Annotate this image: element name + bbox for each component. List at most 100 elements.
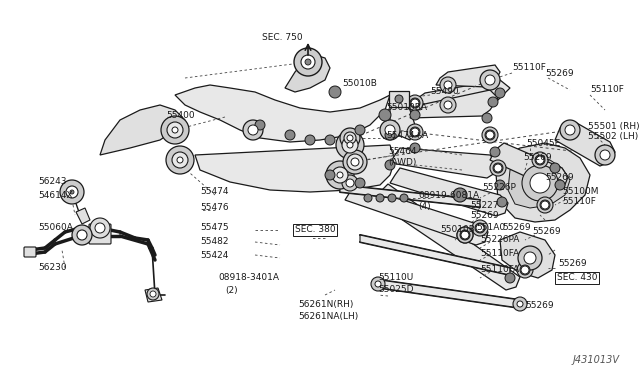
Circle shape: [301, 55, 315, 69]
Circle shape: [537, 197, 553, 213]
Circle shape: [337, 172, 343, 178]
Circle shape: [457, 227, 473, 243]
Circle shape: [347, 154, 363, 170]
Polygon shape: [285, 55, 330, 92]
Polygon shape: [490, 143, 568, 190]
Text: 56230: 56230: [38, 263, 67, 273]
Circle shape: [495, 180, 505, 190]
Circle shape: [371, 277, 385, 291]
Circle shape: [385, 130, 395, 140]
Polygon shape: [555, 122, 615, 166]
Circle shape: [536, 156, 544, 164]
Circle shape: [66, 186, 78, 198]
Circle shape: [461, 231, 469, 239]
Circle shape: [457, 227, 473, 243]
Circle shape: [490, 147, 500, 157]
Circle shape: [440, 97, 456, 113]
Circle shape: [325, 170, 335, 180]
Text: 55060A: 55060A: [38, 224, 73, 232]
Circle shape: [440, 77, 456, 93]
Circle shape: [410, 143, 420, 153]
Text: 55227: 55227: [470, 201, 499, 209]
FancyBboxPatch shape: [389, 91, 409, 107]
Polygon shape: [195, 145, 395, 192]
Circle shape: [518, 246, 542, 270]
Circle shape: [166, 146, 194, 174]
Circle shape: [395, 95, 403, 103]
Text: 08919-6081A: 08919-6081A: [418, 190, 479, 199]
Circle shape: [305, 135, 315, 145]
Text: 55490: 55490: [430, 87, 459, 96]
FancyBboxPatch shape: [89, 224, 111, 244]
Circle shape: [351, 158, 359, 166]
Circle shape: [161, 116, 189, 144]
Circle shape: [486, 131, 494, 139]
Circle shape: [522, 165, 558, 201]
Circle shape: [355, 125, 365, 135]
Circle shape: [332, 167, 348, 183]
Circle shape: [294, 48, 322, 76]
Circle shape: [532, 152, 548, 168]
Text: 55110U: 55110U: [378, 273, 413, 282]
Polygon shape: [412, 80, 510, 108]
Text: 55482: 55482: [200, 237, 228, 247]
Polygon shape: [508, 160, 570, 208]
Circle shape: [172, 152, 188, 168]
Circle shape: [325, 135, 335, 145]
Text: 55110FA: 55110FA: [480, 248, 519, 257]
Text: J431013V: J431013V: [573, 355, 620, 365]
Circle shape: [346, 179, 354, 187]
Text: 55269: 55269: [532, 228, 561, 237]
Polygon shape: [500, 232, 555, 278]
Polygon shape: [436, 65, 500, 87]
Circle shape: [347, 135, 353, 141]
Circle shape: [400, 194, 408, 202]
Circle shape: [453, 188, 467, 202]
Circle shape: [475, 223, 485, 233]
Circle shape: [347, 142, 353, 148]
Text: 55025D: 55025D: [378, 285, 413, 295]
Circle shape: [505, 273, 515, 283]
Text: 55045E: 55045E: [526, 138, 560, 148]
Circle shape: [407, 95, 423, 111]
Circle shape: [329, 86, 341, 98]
Circle shape: [147, 288, 159, 300]
Text: 55010BA: 55010BA: [386, 103, 427, 112]
Text: SEC. 750: SEC. 750: [262, 33, 302, 42]
Circle shape: [379, 109, 391, 121]
Circle shape: [340, 128, 360, 148]
Circle shape: [77, 230, 87, 240]
Circle shape: [490, 160, 506, 176]
Circle shape: [305, 59, 311, 65]
Text: 55226PA: 55226PA: [480, 235, 520, 244]
Circle shape: [70, 190, 74, 194]
Polygon shape: [380, 280, 520, 308]
Circle shape: [336, 131, 364, 159]
Circle shape: [255, 120, 265, 130]
Text: 55400: 55400: [166, 112, 195, 121]
Circle shape: [388, 194, 396, 202]
Text: 551A0: 551A0: [476, 224, 505, 232]
Circle shape: [385, 125, 395, 135]
Circle shape: [355, 178, 365, 188]
Circle shape: [150, 291, 156, 297]
Polygon shape: [495, 143, 590, 222]
Text: 55269: 55269: [545, 173, 573, 183]
Circle shape: [540, 200, 550, 210]
Circle shape: [444, 81, 452, 89]
Circle shape: [530, 173, 550, 193]
Circle shape: [380, 120, 400, 140]
Circle shape: [344, 132, 356, 144]
Text: 55475: 55475: [200, 224, 228, 232]
Polygon shape: [76, 208, 90, 224]
Text: 55502 (LH): 55502 (LH): [588, 132, 638, 141]
Text: 55269: 55269: [502, 224, 531, 232]
Circle shape: [410, 98, 420, 108]
Text: 55474+A: 55474+A: [386, 131, 428, 140]
Circle shape: [343, 150, 367, 174]
Circle shape: [410, 110, 420, 120]
Text: 55269: 55269: [545, 68, 573, 77]
Polygon shape: [360, 235, 510, 275]
Circle shape: [472, 220, 488, 236]
Circle shape: [521, 266, 529, 274]
